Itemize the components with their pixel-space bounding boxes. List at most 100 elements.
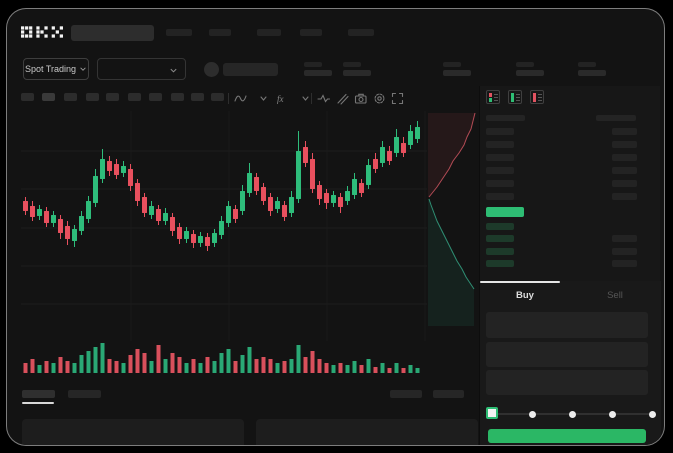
depth-chart[interactable]: [428, 111, 477, 326]
timeframe-placeholder[interactable]: [64, 93, 77, 101]
volume-bar: [177, 357, 182, 373]
orderbook-bids-icon[interactable]: [508, 90, 522, 104]
ask-amount-placeholder: [612, 193, 637, 200]
candle: [58, 219, 63, 233]
ask-price-placeholder[interactable]: [486, 167, 514, 174]
order-input-placeholder[interactable]: [486, 370, 648, 395]
ask-amount-placeholder: [612, 128, 637, 135]
volume-bar: [352, 361, 357, 373]
candle: [100, 159, 105, 179]
slider-stop[interactable]: [568, 410, 576, 418]
order-input-placeholder[interactable]: [486, 312, 648, 338]
stat-value-placeholder: [516, 70, 544, 76]
nav-item-placeholder[interactable]: [209, 29, 231, 36]
chevron-down-icon[interactable]: [299, 92, 312, 105]
timeframe-placeholder[interactable]: [191, 93, 204, 101]
volume-bar: [247, 347, 252, 373]
timeframe-placeholder[interactable]: [128, 93, 141, 101]
tab-sell[interactable]: Sell: [607, 290, 623, 301]
ask-price-placeholder[interactable]: [486, 180, 514, 187]
row-line: [538, 100, 542, 101]
candle: [226, 206, 231, 223]
slider-handle[interactable]: [486, 407, 498, 419]
volume-bar: [282, 361, 287, 373]
tab-buy[interactable]: Buy: [516, 290, 534, 301]
volume-bar: [142, 353, 147, 373]
timeframe-placeholder[interactable]: [21, 93, 34, 101]
timeframe-placeholder[interactable]: [149, 93, 162, 101]
buy-submit-button[interactable]: [488, 429, 646, 443]
candle: [380, 147, 385, 163]
search-placeholder[interactable]: [71, 25, 154, 41]
bid-price-placeholder[interactable]: [486, 248, 514, 255]
fx-indicators-icon[interactable]: fx: [275, 92, 288, 105]
candle: [219, 221, 224, 235]
volume-bar: [23, 363, 28, 373]
candle: [415, 127, 420, 139]
bottom-tab-placeholder[interactable]: [68, 390, 101, 398]
bottom-tab-placeholder[interactable]: [22, 390, 55, 398]
row-line: [494, 100, 498, 101]
volume-bar: [303, 357, 308, 373]
nav-item-placeholder[interactable]: [257, 29, 281, 36]
bid-price-placeholder[interactable]: [486, 260, 514, 267]
order-input-placeholder[interactable]: [486, 342, 648, 367]
stat-label-placeholder: [443, 62, 461, 67]
candlestick-chart[interactable]: [21, 111, 427, 375]
indicator-wave-icon[interactable]: [234, 92, 247, 105]
market-type-dropdown[interactable]: Spot Trading: [23, 58, 89, 80]
candle: [198, 236, 203, 243]
fullscreen-icon[interactable]: [391, 92, 404, 105]
orderbook-both-icon[interactable]: [486, 90, 500, 104]
timeframe-placeholder[interactable]: [171, 93, 184, 101]
volume-bar: [338, 363, 343, 373]
nav-item-placeholder[interactable]: [300, 29, 322, 36]
nav-item-placeholder[interactable]: [166, 29, 192, 36]
stat-value-placeholder: [304, 70, 332, 76]
slider-stop[interactable]: [528, 410, 536, 418]
candle: [93, 176, 98, 203]
timeframe-placeholder[interactable]: [42, 93, 55, 101]
candle: [240, 191, 245, 211]
chevron-down-icon[interactable]: [257, 92, 270, 105]
candle: [72, 229, 77, 241]
bottom-action-placeholder[interactable]: [390, 390, 422, 398]
candle: [156, 209, 161, 221]
bid-price-placeholder[interactable]: [486, 223, 514, 230]
timeframe-placeholder[interactable]: [86, 93, 99, 101]
bid-amount-placeholder: [612, 260, 637, 267]
volume-bar: [359, 365, 364, 373]
volume-bar: [331, 365, 336, 373]
candle: [135, 183, 140, 201]
volume-bar: [261, 357, 266, 373]
volume-bar: [408, 365, 413, 373]
ask-amount-placeholder: [612, 180, 637, 187]
chevron-down-icon: [80, 67, 86, 71]
camera-icon[interactable]: [354, 92, 367, 105]
bottom-action-placeholder[interactable]: [433, 390, 464, 398]
timeframe-placeholder[interactable]: [106, 93, 119, 101]
volume-bar: [191, 359, 196, 373]
line-style-icon[interactable]: [317, 92, 331, 105]
ask-price-placeholder[interactable]: [486, 193, 514, 200]
volume-bar: [373, 367, 378, 373]
pair-dropdown[interactable]: [97, 58, 186, 80]
bid-price-placeholder[interactable]: [486, 235, 514, 242]
slider-stop[interactable]: [608, 410, 616, 418]
volume-bar: [205, 357, 210, 373]
volume-bar: [394, 363, 399, 373]
draw-tools-icon[interactable]: [336, 92, 349, 105]
app-window: Spot Trading Buy Sell fx: [6, 8, 665, 446]
orderbook-price-header-placeholder: [486, 115, 525, 121]
nav-item-placeholder[interactable]: [348, 29, 374, 36]
ask-price-placeholder[interactable]: [486, 154, 514, 161]
ask-price-placeholder[interactable]: [486, 141, 514, 148]
ask-price-placeholder[interactable]: [486, 128, 514, 135]
timeframe-placeholder[interactable]: [211, 93, 224, 101]
candle: [282, 205, 287, 217]
slider-stop[interactable]: [648, 410, 656, 418]
settings-gear-icon[interactable]: [373, 92, 386, 105]
last-price-badge[interactable]: [486, 207, 524, 217]
market-type-label: Spot Trading: [24, 64, 77, 74]
orderbook-asks-icon[interactable]: [530, 90, 544, 104]
